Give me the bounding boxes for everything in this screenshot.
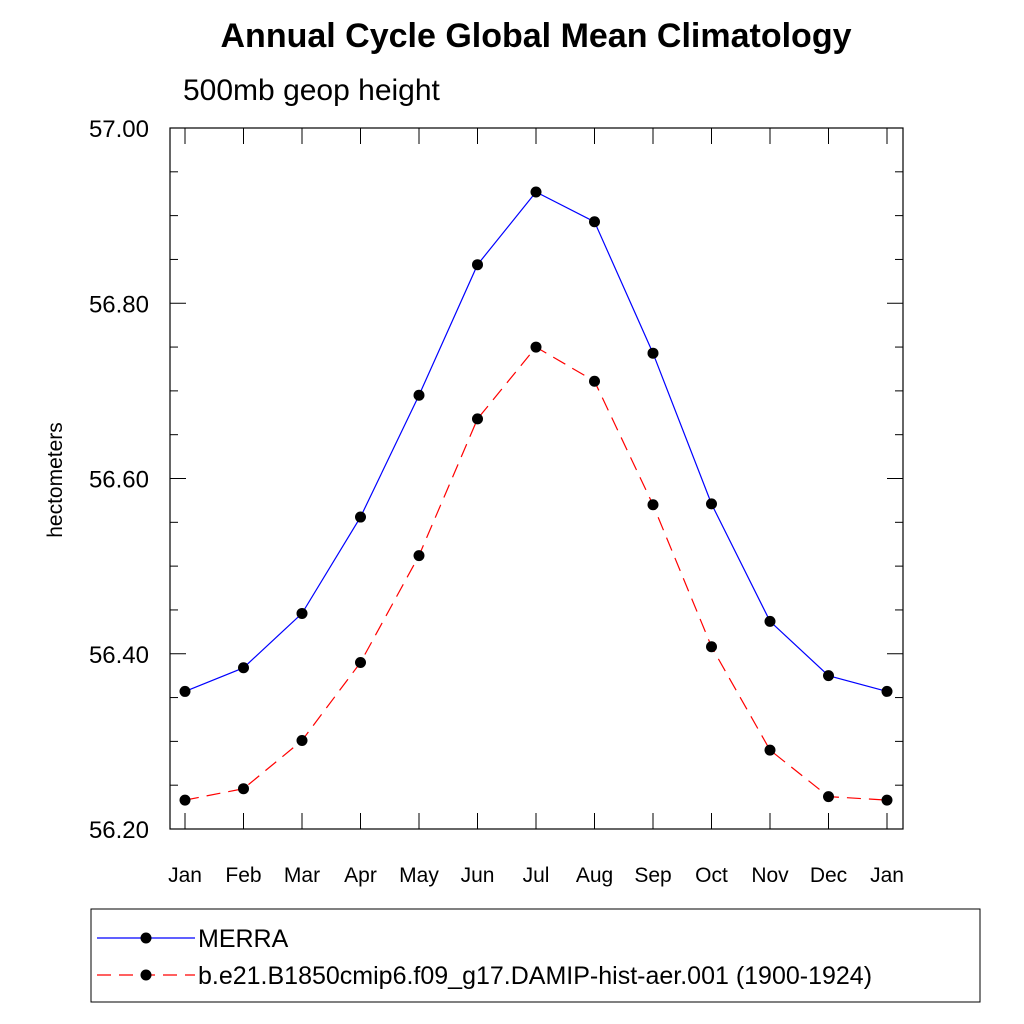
series-1: [179, 186, 893, 697]
data-point: [238, 662, 249, 674]
data-point: [530, 341, 542, 353]
legend: MERRA b.e21.B1850cmip6.f09_g17.DAMIP-hist…: [90, 908, 981, 1003]
series-line: [184, 346, 888, 801]
x-tick-label: Sep: [634, 864, 671, 887]
data-point: [530, 186, 542, 198]
data-point: [472, 413, 483, 425]
y-axis-label: hectometers: [44, 422, 67, 538]
data-point: [355, 657, 366, 669]
series-line: [184, 191, 888, 692]
y-tick-label: 56.80: [89, 291, 149, 318]
data-point: [706, 641, 717, 653]
data-point: [881, 794, 893, 806]
data-point: [823, 791, 834, 803]
x-tick-label: Nov: [751, 864, 789, 887]
legend-label: MERRA: [198, 925, 289, 953]
data-point: [823, 670, 834, 682]
legend-marker: [140, 969, 152, 981]
x-tick-label: Jun: [461, 864, 495, 887]
data-point: [179, 685, 191, 697]
x-tick-label: Mar: [284, 864, 320, 887]
data-point: [413, 550, 425, 562]
y-tick-label: 57.00: [89, 116, 149, 143]
axis-ticks: 56.20 56.40 56.60 56.80 57.00 Jan Feb Mar Apr May…: [89, 116, 904, 887]
series-2: [179, 341, 893, 806]
x-tick-label: Jan: [168, 864, 202, 887]
series-layer: [179, 186, 893, 806]
data-point: [764, 744, 776, 756]
legend-marker: [140, 932, 152, 944]
y-tick-label: 56.20: [89, 817, 149, 844]
legend-box: [90, 908, 981, 1003]
data-point: [296, 734, 308, 746]
x-tick-label: Oct: [695, 864, 728, 887]
legend-label: b.e21.B1850cmip6.f09_g17.DAMIP-hist-aer.…: [198, 962, 872, 990]
data-point: [179, 794, 191, 806]
y-tick-label: 56.40: [89, 642, 149, 669]
data-point: [589, 216, 600, 228]
data-point: [647, 499, 659, 511]
data-point: [647, 347, 659, 359]
x-tick-label: Apr: [344, 864, 377, 887]
data-point: [589, 375, 600, 387]
x-tick-label: Jul: [523, 864, 550, 887]
data-point: [881, 685, 893, 697]
x-tick-label: Dec: [810, 864, 847, 887]
plot-frame: [169, 127, 904, 830]
data-point: [706, 498, 717, 510]
data-point: [413, 389, 425, 401]
data-point: [238, 783, 249, 795]
data-point: [472, 259, 483, 271]
x-tick-label: May: [399, 864, 439, 887]
x-tick-label: Jan: [870, 864, 904, 887]
chart-subtitle: 500mb geop height: [183, 74, 441, 107]
data-point: [764, 615, 776, 627]
chart-title: Annual Cycle Global Mean Climatology: [221, 17, 852, 55]
x-tick-label: Feb: [225, 864, 261, 887]
data-point: [296, 607, 308, 619]
y-tick-label: 56.60: [89, 467, 149, 494]
data-point: [355, 511, 366, 523]
x-tick-label: Aug: [576, 864, 613, 887]
